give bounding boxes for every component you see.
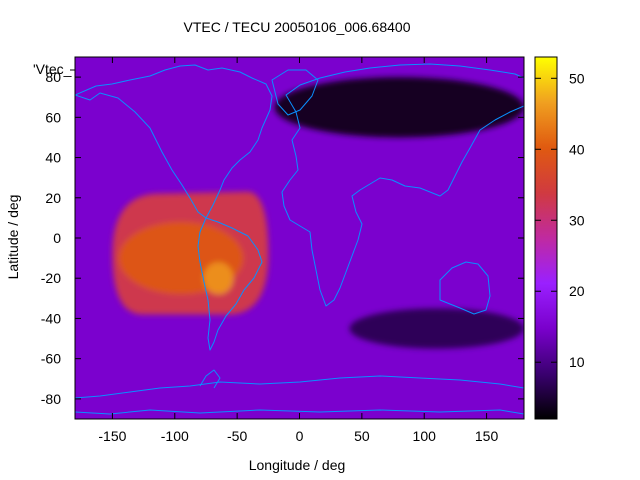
x-axis-label: Longitude / deg	[249, 457, 346, 473]
colorbar-frame	[534, 56, 558, 420]
colorbar-tick-label: 20	[569, 283, 585, 299]
colorbar-tick-label: 50	[569, 70, 585, 86]
coastlines	[75, 63, 524, 415]
colorbar-gradient	[535, 57, 557, 419]
x-tick-label: 100	[413, 428, 437, 444]
y-tick-label: 80	[45, 69, 61, 85]
x-tick-label: -100	[161, 428, 189, 444]
y-axis-label: Latitude / deg	[5, 195, 21, 280]
y-tick-label: 0	[53, 230, 61, 246]
coast-southern-edge	[75, 409, 524, 415]
coast-australia	[439, 261, 491, 315]
colorbar-tick-label: 40	[569, 141, 585, 157]
x-tick-label: -150	[98, 428, 126, 444]
y-tick-label: -80	[41, 391, 61, 407]
x-tick-label: -50	[227, 428, 247, 444]
y-tick-label: 40	[45, 150, 61, 166]
coast-south-america	[197, 217, 263, 351]
coast-antarctica	[75, 375, 524, 399]
anomaly-peak	[203, 262, 234, 295]
x-axis: -150 -100 -50 0 50 100 150	[98, 57, 498, 444]
y-axis: -80 -60 -40 -20 0 20 40 60 80	[41, 69, 524, 407]
coast-north-america	[75, 64, 273, 219]
y-tick-label: 60	[45, 109, 61, 125]
y-tick-label: -60	[41, 351, 61, 367]
colorbar-tick-label: 10	[569, 354, 585, 370]
northern-trough	[274, 77, 524, 138]
y-tick-label: -20	[41, 270, 61, 286]
colorbar-tick-label: 30	[569, 212, 585, 228]
y-tick-label: -40	[41, 310, 61, 326]
southern-lowband	[349, 308, 524, 349]
coast-antarctic-peninsula	[199, 369, 221, 389]
y-tick-label: 20	[45, 190, 61, 206]
coast-greenland	[271, 69, 319, 116]
coast-eurasia-africa	[281, 63, 524, 307]
x-tick-label: 0	[296, 428, 304, 444]
x-tick-label: 50	[354, 428, 370, 444]
heatmap	[75, 57, 524, 419]
colorbar-ticks: 10 20 30 40 50	[535, 70, 585, 370]
chart-title: VTEC / TECU 20050106_006.68400	[183, 19, 410, 35]
colorbar: 10 20 30 40 50	[534, 56, 585, 420]
legend-label: 'Vtec_	[33, 61, 72, 77]
x-tick-label: 150	[475, 428, 499, 444]
